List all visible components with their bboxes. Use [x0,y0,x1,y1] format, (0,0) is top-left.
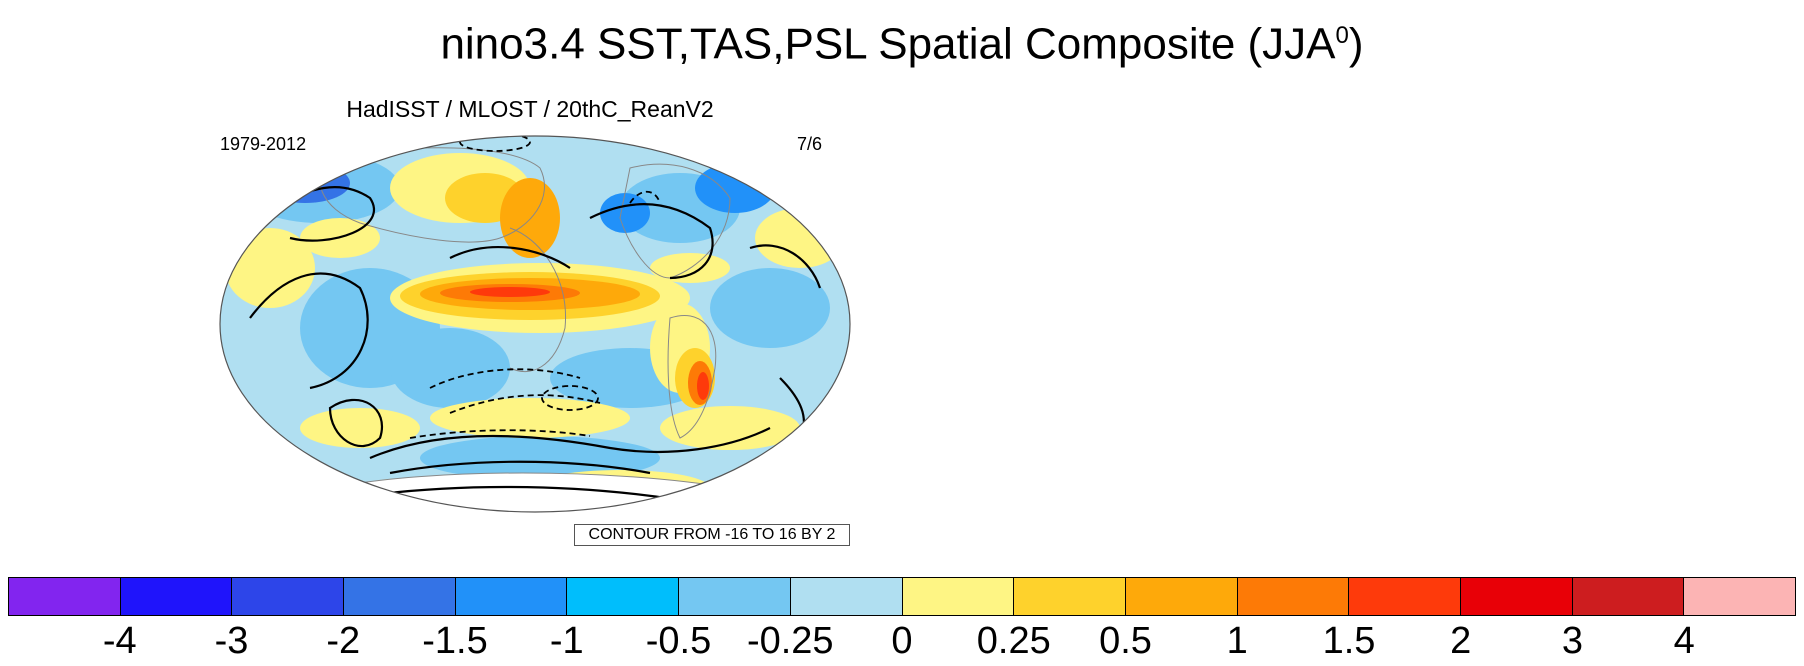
colorbar-swatch [790,578,903,615]
colorbar-swatch [120,578,233,615]
colorbar-swatch [679,578,791,615]
colorbar-swatch [1572,578,1685,615]
colorbar-tick-label: -0.5 [645,620,712,662]
colorbar-tick-label: 1 [1226,620,1248,662]
period-label: 1979-2012 [220,134,307,154]
contour-info-box: CONTOUR FROM -16 TO 16 BY 2 [574,524,850,546]
colorbar-labels: -4 -3 -2 -1.5 -1 -0.5 -0.25 0 0.25 0.5 1 1.5 2 3 4 [8,620,1796,666]
figure-title: nino3.4 SST,TAS,PSL Spatial Composite (J… [440,19,1364,69]
count-label: 7/6 [797,134,823,154]
colorbar-tick-label: -1.5 [422,620,488,662]
colorbar-swatch [1014,578,1126,615]
colorbar-tick-label: 2 [1450,620,1472,662]
colorbar-swatch [9,578,121,615]
colorbar-swatch [1125,578,1238,615]
colorbar-tick-label: -3 [214,620,249,662]
colorbar-tick-label: -4 [102,620,137,662]
colorbar-tick-label: 4 [1673,620,1695,662]
colorbar-tick-label: -1 [549,620,584,662]
panel-subtitle: HadISST / MLOST / 20thC_ReanV2 [346,96,714,122]
colorbar-tick-label: 0.5 [1099,620,1152,662]
colorbar-swatch [455,578,568,615]
colorbar-tick-label: -0.25 [746,620,834,662]
colorbar-swatch [902,578,1015,615]
world-map-panel [219,135,851,513]
colorbar-swatch [1684,578,1795,615]
colorbar-swatch [1349,578,1461,615]
colorbar-tick-label: 0 [891,620,913,662]
colorbar-swatch [1460,578,1573,615]
colorbar-swatch [567,578,680,615]
colorbar-tick-label: 0.25 [976,620,1051,662]
colorbar-swatch [1237,578,1350,615]
colorbar-tick-label: 1.5 [1322,620,1376,662]
globe-outline [219,135,851,513]
psl-negative-contours [409,136,661,439]
colorbar-swatch [344,578,456,615]
colorbar-tick-label: -2 [326,620,361,662]
colorbar-tick-label: 3 [1561,620,1584,662]
colorbar [8,577,1796,616]
colorbar-swatch [232,578,345,615]
